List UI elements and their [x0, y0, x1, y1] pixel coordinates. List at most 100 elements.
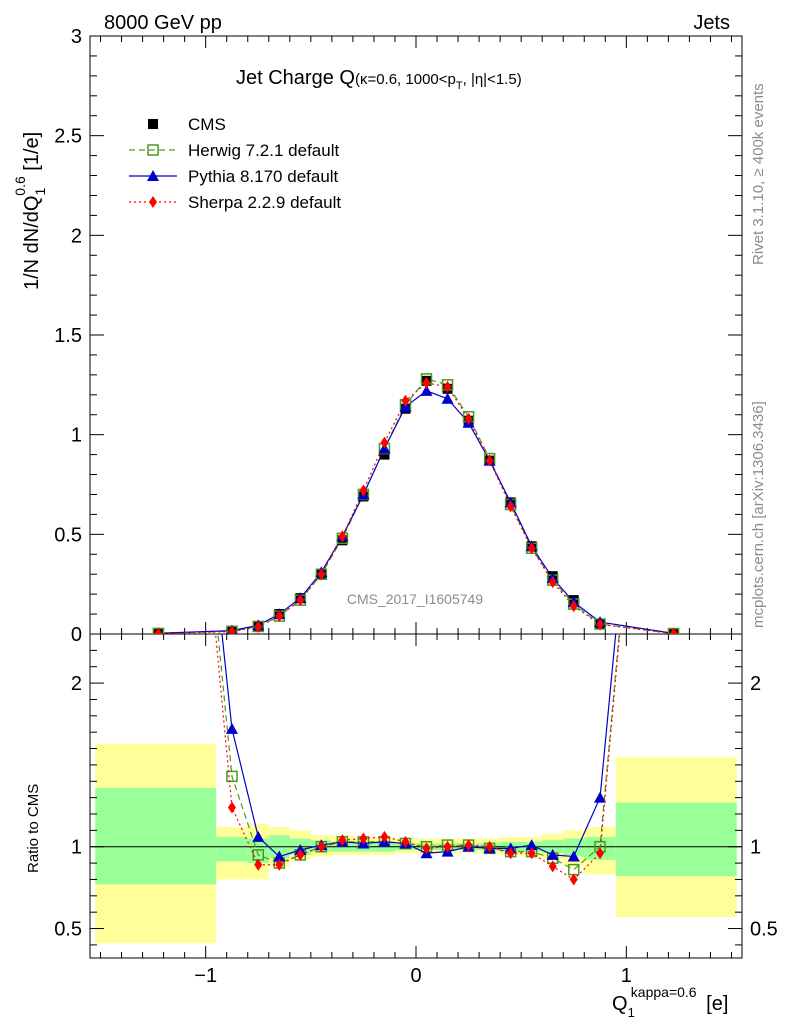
legend: CMS Herwig 7.2.1 default Pythia 8.170 defa…	[129, 115, 341, 212]
legend-label: Sherpa 2.2.9 default	[188, 193, 341, 212]
ratio-point-2	[527, 847, 536, 860]
ratio-point-1	[594, 791, 607, 803]
cms-point	[379, 449, 390, 460]
y-tick-label: 2.5	[54, 126, 82, 148]
rivet-label: Rivet 3.1.10, ≥ 400k events	[750, 83, 767, 265]
series-point-2	[569, 600, 578, 613]
series-point-2	[506, 500, 515, 513]
analysis-watermark: CMS_2017_I1605749	[347, 591, 483, 607]
ratio-line-1	[221, 634, 617, 858]
ratio-point-2	[317, 840, 326, 853]
ratio-point-2	[464, 839, 473, 852]
series-point-2	[443, 380, 452, 393]
series-point-2	[548, 576, 557, 589]
ylabel-main-text: 1/N dN/dQ	[21, 196, 43, 290]
series-point-2	[154, 627, 163, 634]
ratio-point-2	[596, 847, 605, 860]
header-right: Jets	[693, 12, 730, 34]
legend-label: Herwig 7.2.1 default	[188, 141, 339, 160]
series-point-2	[338, 530, 347, 543]
green-band	[95, 787, 217, 885]
series-point-2	[464, 412, 473, 425]
series-point-2	[227, 625, 236, 634]
series-point-1	[420, 384, 433, 396]
ratio-point-1	[225, 722, 238, 734]
legend-label: Pythia 8.170 default	[188, 167, 339, 186]
ratio-series	[214, 634, 621, 886]
ratio-point-2	[359, 832, 368, 845]
series-point-2	[317, 568, 326, 581]
ratio-y-tick-label-right: 2	[750, 673, 761, 695]
legend-marker-1	[147, 170, 159, 181]
plot-title-sub-end: , |η|<1.5)	[463, 71, 522, 88]
axes: −1 0 1 0 0.5 1 1.5 2 2.5 3 0.5 0.5 1 1 2 2	[54, 26, 778, 987]
series-point-2	[527, 542, 536, 555]
ylabel-ratio: Ratio to CMS	[25, 784, 42, 873]
xlabel-sub: 1	[628, 1005, 635, 1020]
ratio-point-2	[227, 801, 236, 814]
main-series	[152, 373, 680, 634]
y-tick-label: 0.5	[54, 524, 82, 546]
ratio-point-2	[380, 830, 389, 843]
ratio-uncertainty-bands	[95, 743, 737, 944]
legend-marker-cms	[148, 119, 158, 129]
x-tick-label: −1	[194, 965, 217, 987]
series-point-1	[441, 392, 454, 404]
ratio-point-1	[567, 850, 580, 862]
legend-marker-0	[147, 144, 159, 156]
ratio-point-1	[546, 848, 559, 860]
series-point-2	[380, 436, 389, 449]
series-point-2	[401, 394, 410, 407]
ratio-point-1	[252, 830, 265, 842]
ratio-point-2	[296, 848, 305, 861]
ylabel-main-sup: 0.6	[12, 176, 28, 196]
plot-title-main: Jet Charge Q	[236, 67, 355, 89]
ratio-point-2	[401, 835, 410, 848]
ratio-y-tick-label: 0.5	[54, 919, 82, 941]
xlabel: Q1 kappa=0.6 [e]	[612, 984, 728, 1020]
y-tick-label: 1.5	[54, 325, 82, 347]
series-point-2	[669, 627, 678, 634]
ratio-point-2	[275, 858, 284, 871]
ratio-point-1	[273, 850, 286, 862]
series-point-2	[359, 484, 368, 497]
mcplots-label: mcplots.cern.ch [arXiv:1306.3436]	[750, 401, 767, 628]
ratio-y-tick-label-right: 1	[750, 837, 761, 859]
plot-title-sub-t: T	[456, 80, 463, 92]
y-tick-label: 0	[71, 624, 82, 646]
y-tick-label: 3	[71, 26, 82, 48]
ratio-point-2	[422, 842, 431, 855]
ratio-point-2	[506, 847, 515, 860]
plot-title-sub: (κ=0.6, 1000<p	[355, 71, 456, 88]
y-tick-label: 1	[71, 425, 82, 447]
ratio-y-tick-label: 2	[71, 673, 82, 695]
x-tick-label: 1	[621, 965, 632, 987]
green-band	[563, 838, 585, 857]
y-tick-label: 2	[71, 225, 82, 247]
ratio-point-2	[485, 840, 494, 853]
series-point-2	[422, 376, 431, 389]
ratio-point-2	[569, 873, 578, 886]
legend-label: CMS	[188, 115, 226, 134]
green-band	[216, 836, 248, 862]
plot-title: Jet Charge Q(κ=0.6, 1000<pT, |η|<1.5)	[236, 67, 522, 92]
ratio-line-2	[214, 634, 621, 881]
ratio-y-tick-label: 1	[71, 837, 82, 859]
ratio-point-2	[338, 834, 347, 847]
ylabel-main-sub: 1	[32, 188, 48, 196]
xlabel-text: Q	[612, 993, 628, 1015]
series-point-2	[254, 620, 263, 633]
series-point-2	[596, 618, 605, 631]
ratio-point-0	[226, 770, 238, 783]
header-left: 8000 GeV pp	[104, 12, 222, 34]
green-band	[615, 802, 737, 877]
xlabel-unit: [e]	[701, 993, 729, 1015]
ylabel-main: 1/N dN/dQ1 0.6 [1/e]	[12, 132, 48, 290]
series-point-2	[296, 594, 305, 607]
xlabel-sup: kappa=0.6	[631, 984, 697, 1000]
ratio-point-2	[548, 860, 557, 873]
ylabel-main-unit: [1/e]	[21, 132, 43, 176]
x-tick-label: 0	[410, 965, 421, 987]
legend-marker-2	[149, 196, 157, 208]
